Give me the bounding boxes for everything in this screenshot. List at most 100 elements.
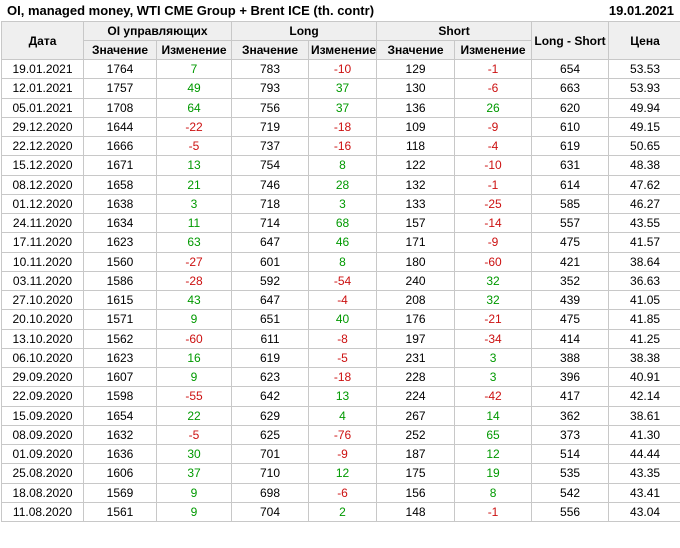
cell-date: 29.12.2020 bbox=[1, 116, 84, 138]
cell-price: 49.94 bbox=[608, 97, 680, 118]
cell-long-short: 388 bbox=[531, 347, 610, 369]
cell-short-change: -1 bbox=[454, 58, 533, 80]
cell-date: 27.10.2020 bbox=[1, 289, 84, 311]
table-row: 22.09.2020 1598 -55 642 13 224 -42 417 4… bbox=[1, 386, 680, 407]
cell-price: 48.38 bbox=[608, 155, 680, 176]
cell-price: 42.14 bbox=[608, 386, 680, 407]
cell-oi-change: 37 bbox=[155, 463, 233, 484]
cell-price: 50.65 bbox=[608, 135, 680, 157]
table-row: 24.11.2020 1634 11 714 68 157 -14 557 43… bbox=[1, 212, 680, 234]
table-row: 22.12.2020 1666 -5 737 -16 118 -4 619 50… bbox=[1, 135, 680, 157]
cell-long-change: -5 bbox=[308, 347, 378, 369]
titlebar: OI, managed money, WTI CME Group + Brent… bbox=[0, 0, 680, 21]
cell-long-value: 718 bbox=[231, 193, 310, 215]
cell-long-value: 647 bbox=[231, 232, 310, 253]
cell-long-short: 514 bbox=[531, 443, 610, 465]
cell-date: 15.09.2020 bbox=[1, 405, 84, 426]
cell-price: 43.04 bbox=[608, 501, 680, 523]
cell-oi-value: 1666 bbox=[83, 135, 157, 157]
table-row: 29.12.2020 1644 -22 719 -18 109 -9 610 4… bbox=[1, 116, 680, 138]
cell-long-short: 542 bbox=[531, 482, 610, 503]
cell-date: 08.12.2020 bbox=[1, 174, 84, 195]
cell-long-change: 8 bbox=[308, 251, 378, 272]
cell-date: 10.11.2020 bbox=[1, 251, 84, 272]
cell-long-change: -54 bbox=[308, 270, 378, 292]
cell-long-change: 3 bbox=[308, 193, 378, 215]
cell-oi-change: -5 bbox=[155, 424, 233, 446]
cell-short-change: -60 bbox=[454, 251, 533, 272]
cell-short-change: -21 bbox=[454, 309, 533, 330]
cell-oi-value: 1644 bbox=[83, 116, 157, 138]
cell-price: 41.05 bbox=[608, 289, 680, 311]
cell-long-change: 28 bbox=[308, 174, 378, 195]
cell-oi-value: 1708 bbox=[83, 97, 157, 118]
cell-oi-value: 1606 bbox=[83, 463, 157, 484]
cell-price: 47.62 bbox=[608, 174, 680, 195]
cell-long-value: 710 bbox=[231, 463, 310, 484]
cell-long-short: 373 bbox=[531, 424, 610, 446]
cell-short-value: 231 bbox=[376, 347, 456, 369]
cell-oi-change: 16 bbox=[155, 347, 233, 369]
cell-short-change: 32 bbox=[454, 289, 533, 311]
report-date: 19.01.2021 bbox=[608, 3, 674, 18]
cell-price: 40.91 bbox=[608, 366, 680, 388]
cell-long-value: 756 bbox=[231, 97, 310, 118]
table-row: 05.01.2021 1708 64 756 37 136 26 620 49.… bbox=[1, 97, 680, 118]
cell-short-value: 197 bbox=[376, 328, 456, 349]
column-header-short-value: Значение bbox=[376, 40, 456, 60]
oi-table: Дата OI управляющих Long Short Long - Sh… bbox=[1, 21, 680, 523]
cell-short-value: 130 bbox=[376, 78, 456, 99]
cell-oi-change: 3 bbox=[155, 193, 233, 215]
cell-oi-change: 43 bbox=[155, 289, 233, 311]
cell-price: 53.53 bbox=[608, 58, 680, 80]
cell-long-short: 631 bbox=[531, 155, 610, 176]
cell-date: 01.09.2020 bbox=[1, 443, 84, 465]
cell-long-short: 417 bbox=[531, 386, 610, 407]
table-body: 19.01.2021 1764 7 783 -10 129 -1 654 53.… bbox=[1, 58, 680, 523]
cell-long-change: 13 bbox=[308, 386, 378, 407]
cell-short-change: -9 bbox=[454, 232, 533, 253]
cell-oi-value: 1764 bbox=[83, 58, 157, 80]
cell-short-value: 136 bbox=[376, 97, 456, 118]
cell-long-value: 651 bbox=[231, 309, 310, 330]
table-row: 13.10.2020 1562 -60 611 -8 197 -34 414 4… bbox=[1, 328, 680, 349]
cell-date: 01.12.2020 bbox=[1, 193, 84, 215]
cell-long-short: 620 bbox=[531, 97, 610, 118]
cell-short-value: 171 bbox=[376, 232, 456, 253]
cell-price: 38.64 bbox=[608, 251, 680, 272]
cell-short-value: 208 bbox=[376, 289, 456, 311]
cell-long-value: 793 bbox=[231, 78, 310, 99]
cell-oi-change: 9 bbox=[155, 309, 233, 330]
cell-date: 19.01.2021 bbox=[1, 58, 84, 80]
cell-short-change: -9 bbox=[454, 116, 533, 138]
cell-short-value: 240 bbox=[376, 270, 456, 292]
cell-oi-change: -55 bbox=[155, 386, 233, 407]
cell-short-value: 129 bbox=[376, 58, 456, 80]
cell-oi-change: 9 bbox=[155, 482, 233, 503]
cell-short-value: 148 bbox=[376, 501, 456, 523]
cell-long-value: 698 bbox=[231, 482, 310, 503]
column-header-oi-value: Значение bbox=[83, 40, 157, 60]
cell-short-value: 132 bbox=[376, 174, 456, 195]
cell-long-change: -16 bbox=[308, 135, 378, 157]
cell-price: 41.25 bbox=[608, 328, 680, 349]
table-row: 20.10.2020 1571 9 651 40 176 -21 475 41.… bbox=[1, 309, 680, 330]
cell-short-change: 8 bbox=[454, 482, 533, 503]
cell-short-change: -6 bbox=[454, 78, 533, 99]
table-row: 17.11.2020 1623 63 647 46 171 -9 475 41.… bbox=[1, 232, 680, 253]
column-header-price: Цена bbox=[608, 21, 680, 60]
column-header-long-change: Изменение bbox=[308, 40, 378, 60]
cell-oi-value: 1623 bbox=[83, 347, 157, 369]
cell-date: 15.12.2020 bbox=[1, 155, 84, 176]
cell-long-change: -8 bbox=[308, 328, 378, 349]
table-row: 06.10.2020 1623 16 619 -5 231 3 388 38.3… bbox=[1, 347, 680, 369]
cell-long-change: 8 bbox=[308, 155, 378, 176]
cell-date: 25.08.2020 bbox=[1, 463, 84, 484]
cell-long-value: 629 bbox=[231, 405, 310, 426]
cell-short-value: 252 bbox=[376, 424, 456, 446]
cell-oi-value: 1671 bbox=[83, 155, 157, 176]
table-row: 01.12.2020 1638 3 718 3 133 -25 585 46.2… bbox=[1, 193, 680, 215]
cell-price: 43.35 bbox=[608, 463, 680, 484]
cell-long-change: 2 bbox=[308, 501, 378, 523]
cell-price: 44.44 bbox=[608, 443, 680, 465]
